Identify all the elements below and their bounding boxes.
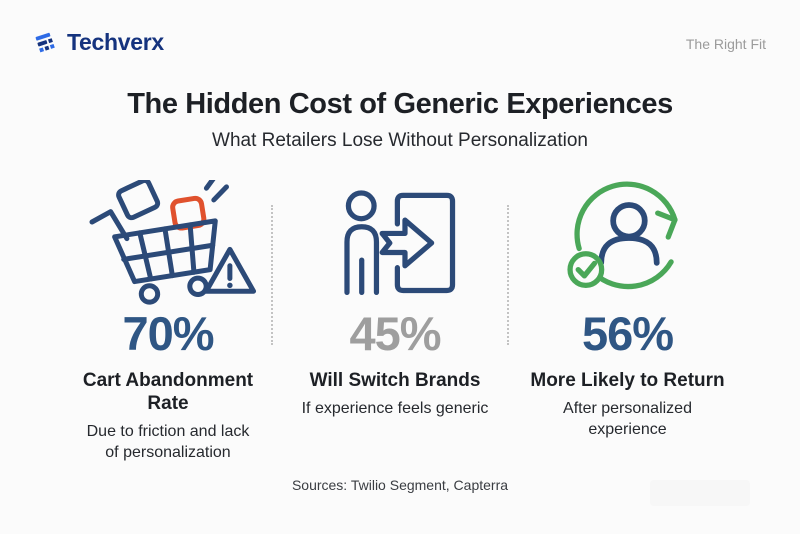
header-tagline: The Right Fit (685, 36, 766, 52)
column-divider (507, 205, 509, 345)
stat-label: Will Switch Brands (309, 370, 481, 391)
column-divider (271, 205, 273, 345)
stat-description: After personalized experience (563, 400, 692, 438)
exit-door-arrow-icon (285, 168, 505, 306)
brand-logo: Techverx (34, 28, 164, 56)
stat-value: 70% (122, 307, 214, 360)
stat-description: If experience feels generic (301, 400, 489, 417)
stat-card-switch-brands: 45% Will Switch Brands If experience fee… (285, 168, 505, 419)
page-subtitle: What Retailers Lose Without Personalizat… (212, 130, 588, 151)
sources-note: Sources: Twilio Segment, Capterra (291, 477, 509, 493)
abandoned-cart-warning-icon (48, 168, 288, 306)
stat-description: Due to friction and lack of personalizat… (86, 423, 250, 461)
page-title: The Hidden Cost of Generic Experiences (127, 88, 673, 120)
stat-card-cart-abandonment: 70% Cart Abandonment Rate Due to frictio… (48, 168, 288, 463)
watermark (650, 480, 750, 506)
stat-label: More Likely to Return (530, 370, 725, 391)
customer-return-cycle-icon (510, 168, 745, 306)
techverx-logo-icon (34, 28, 60, 56)
stat-card-return: 56% More Likely to Return After personal… (510, 168, 745, 440)
brand-name: Techverx (67, 28, 164, 55)
stat-label: Cart Abandonment Rate (82, 370, 254, 414)
stat-value: 45% (349, 307, 441, 360)
stat-value: 56% (581, 307, 674, 360)
